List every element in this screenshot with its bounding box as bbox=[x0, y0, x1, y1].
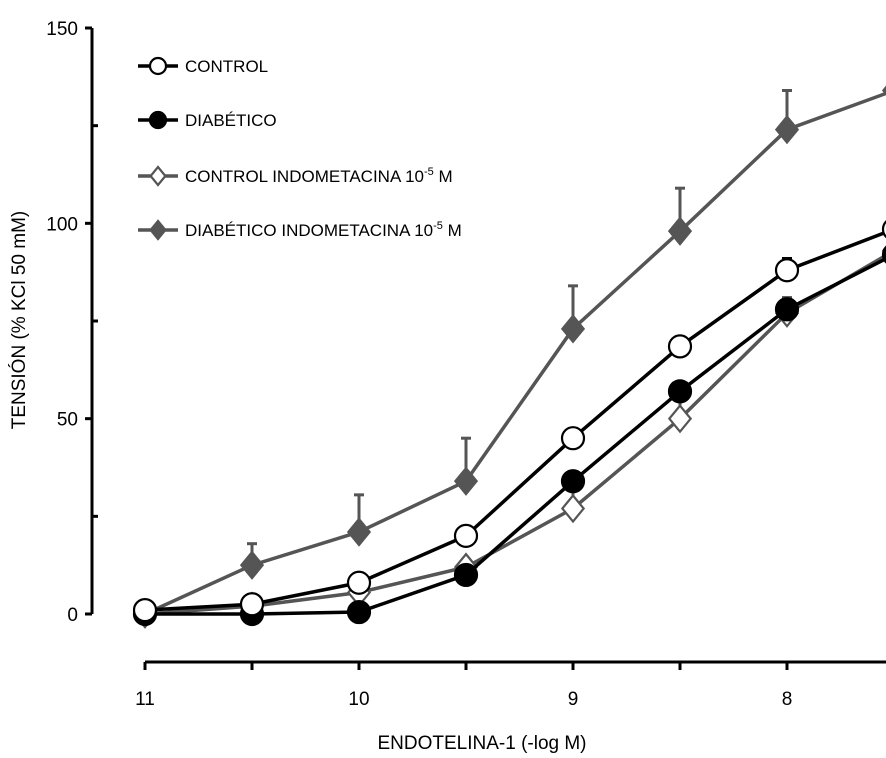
series-line bbox=[145, 256, 886, 616]
legend: CONTROL DIABÉTICO CONTROL INDOMETACINA 10-… bbox=[138, 56, 462, 241]
legend-item-0: CONTROL bbox=[138, 56, 268, 76]
data-point bbox=[667, 379, 693, 404]
data-point bbox=[881, 220, 886, 239]
data-point bbox=[132, 597, 158, 623]
data-point bbox=[560, 314, 586, 344]
data-point bbox=[346, 570, 372, 595]
series-line bbox=[144, 91, 886, 616]
legend-label: CONTROL INDOMETACINA 10-5 M bbox=[185, 166, 453, 186]
data-point bbox=[453, 523, 479, 548]
legend-label-unit: M bbox=[434, 167, 453, 186]
data-point bbox=[667, 216, 693, 246]
x-axis-title: ENDOTELINA-1 (-log M) bbox=[377, 733, 586, 754]
data-point bbox=[560, 426, 586, 451]
data-point bbox=[667, 403, 693, 434]
axes: 0 50 100 150 11 10 9 8 bbox=[46, 19, 886, 710]
legend-item-1: DIABÉTICO bbox=[138, 110, 277, 130]
series-0 bbox=[132, 220, 886, 623]
legend-marker bbox=[148, 56, 168, 76]
legend-label-unit: M bbox=[443, 221, 462, 240]
data-point bbox=[667, 334, 693, 359]
legend-label: DIABÉTICO bbox=[185, 111, 277, 130]
legend-label-exponent: -5 bbox=[424, 166, 434, 178]
series-layer bbox=[132, 85, 886, 629]
legend-item-3: DIABÉTICO INDOMETACINA 10-5 M bbox=[138, 219, 462, 241]
data-point bbox=[774, 297, 800, 322]
data-point bbox=[453, 562, 479, 588]
x-tick-label: 8 bbox=[782, 689, 793, 710]
legend-label: DIABÉTICO INDOMETACINA 10-5 M bbox=[185, 220, 462, 240]
legend-marker bbox=[149, 165, 167, 187]
legend-item-2: CONTROL INDOMETACINA 10-5 M bbox=[138, 165, 453, 187]
y-tick-label: 150 bbox=[46, 19, 78, 40]
data-point bbox=[560, 469, 586, 494]
x-tick-label: 10 bbox=[348, 689, 369, 710]
data-point bbox=[774, 258, 800, 283]
y-axis-title: TENSIÓN (% KCl 50 mM) bbox=[8, 211, 30, 430]
data-point bbox=[239, 592, 265, 617]
legend-label: CONTROL bbox=[185, 57, 268, 76]
data-point bbox=[453, 466, 479, 496]
data-point bbox=[239, 550, 265, 580]
series-line bbox=[144, 230, 886, 612]
x-tick-label: 11 bbox=[135, 689, 155, 710]
y-tick-label: 100 bbox=[46, 214, 78, 235]
data-point bbox=[774, 114, 800, 145]
data-point bbox=[346, 599, 372, 625]
legend-marker bbox=[148, 110, 168, 130]
data-point bbox=[346, 517, 372, 547]
data-point bbox=[881, 245, 886, 264]
y-tick-label: 0 bbox=[67, 605, 78, 626]
data-point bbox=[560, 493, 586, 524]
legend-label-exponent: -5 bbox=[433, 220, 443, 232]
series-line bbox=[144, 253, 886, 616]
y-tick-label: 50 bbox=[57, 410, 78, 431]
legend-marker bbox=[149, 219, 167, 241]
data-point bbox=[881, 85, 886, 96]
x-tick-label: 9 bbox=[568, 689, 579, 710]
